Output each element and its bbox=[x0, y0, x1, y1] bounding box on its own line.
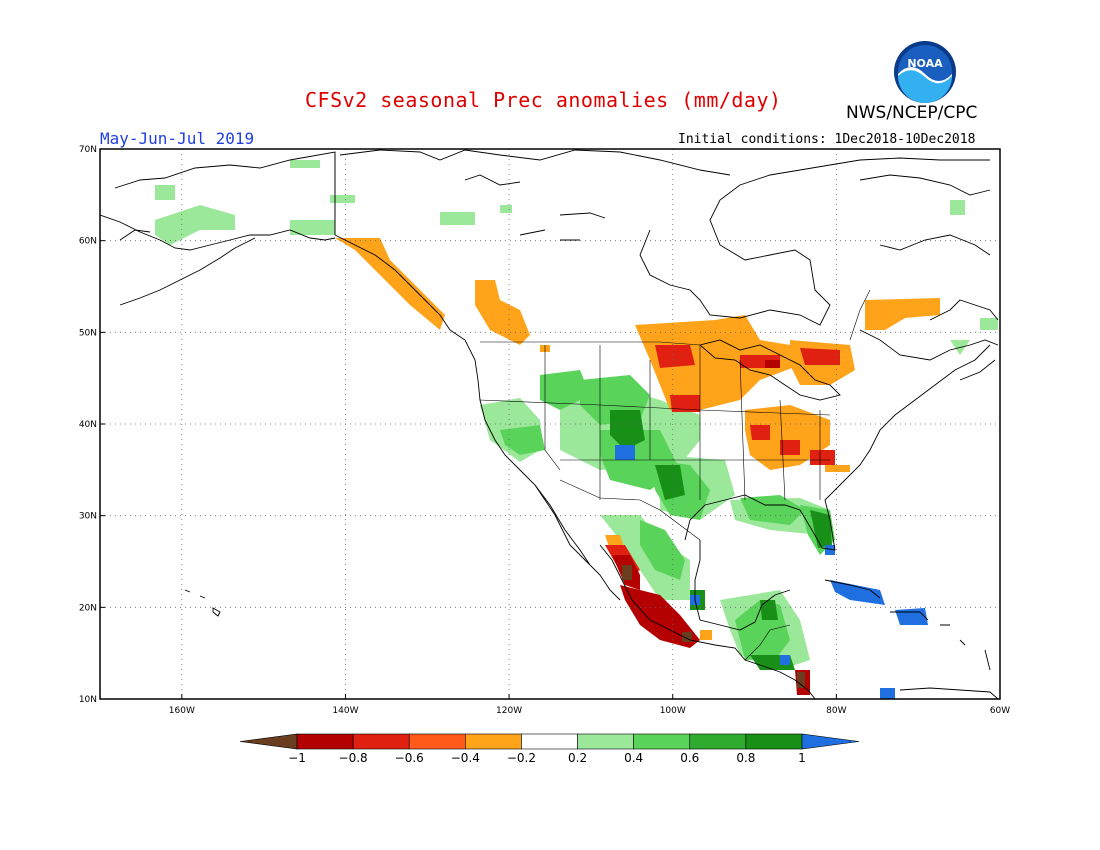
lon-tick-label: 80W bbox=[826, 706, 846, 716]
colorbar-tick-label: −0.2 bbox=[507, 751, 536, 765]
lat-tick-label: 50N bbox=[79, 328, 97, 338]
colorbar-swatch bbox=[465, 733, 522, 750]
colorbar-swatch bbox=[408, 733, 466, 750]
wet-patches-strong bbox=[610, 410, 832, 670]
lon-tick-label: 140W bbox=[332, 706, 358, 716]
map-gridlines bbox=[100, 149, 1000, 699]
colorbar-tick-label: 0.6 bbox=[680, 751, 699, 765]
initial-conditions-label: Initial conditions: 1Dec2018-10Dec2018 bbox=[678, 132, 976, 147]
colorbar-tick-label: 0.4 bbox=[624, 751, 643, 765]
colorbar-swatch bbox=[633, 733, 691, 750]
noaa-logo: NOAA bbox=[894, 41, 956, 103]
colorbar bbox=[239, 733, 860, 750]
colorbar-swatch bbox=[521, 733, 578, 750]
colorbar-tick-label: 1 bbox=[798, 751, 806, 765]
colorbar-tick-label: −0.4 bbox=[451, 751, 480, 765]
colorbar-max-triangle bbox=[801, 733, 860, 750]
dry-patches-moderate bbox=[335, 238, 940, 640]
colorbar-tick-label: −0.8 bbox=[339, 751, 368, 765]
chart-title: CFSv2 seasonal Prec anomalies (mm/day) bbox=[305, 88, 782, 112]
political-borders bbox=[334, 152, 871, 661]
colorbar-swatch bbox=[745, 733, 803, 750]
lat-tick-label: 60N bbox=[79, 237, 97, 247]
season-label: May-Jun-Jul 2019 bbox=[100, 129, 255, 148]
lat-tick-label: 70N bbox=[79, 145, 97, 155]
colorbar-swatch bbox=[577, 733, 634, 750]
svg-text:NOAA: NOAA bbox=[907, 57, 943, 70]
colorbar-tick-label: −0.6 bbox=[395, 751, 424, 765]
lat-tick-label: 10N bbox=[79, 695, 97, 705]
colorbar-swatch bbox=[689, 733, 747, 750]
lat-tick-label: 30N bbox=[79, 512, 97, 522]
colorbar-tick-label: 0.8 bbox=[736, 751, 755, 765]
anomaly-field bbox=[155, 160, 998, 699]
agency-label: NWS/NCEP/CPC bbox=[846, 103, 978, 123]
lat-tick-label: 20N bbox=[79, 603, 97, 613]
colorbar-min-triangle bbox=[239, 733, 298, 750]
colorbar-swatch bbox=[352, 733, 410, 750]
latitude-labels: 70N 60N 50N 40N 30N 20N 10N bbox=[79, 145, 105, 705]
colorbar-swatch bbox=[296, 733, 354, 750]
colorbar-labels: −1 −0.8 −0.6 −0.4 −0.2 0.2 0.4 0.6 0.8 1 bbox=[288, 751, 806, 765]
lon-tick-label: 160W bbox=[169, 706, 195, 716]
lon-tick-label: 120W bbox=[496, 706, 522, 716]
longitude-labels: 160W 140W 120W 100W 80W 60W bbox=[169, 694, 1010, 716]
lon-tick-label: 100W bbox=[660, 706, 686, 716]
lat-tick-label: 40N bbox=[79, 420, 97, 430]
colorbar-tick-label: −1 bbox=[288, 751, 306, 765]
colorbar-tick-label: 0.2 bbox=[568, 751, 587, 765]
lon-tick-label: 60W bbox=[990, 706, 1010, 716]
